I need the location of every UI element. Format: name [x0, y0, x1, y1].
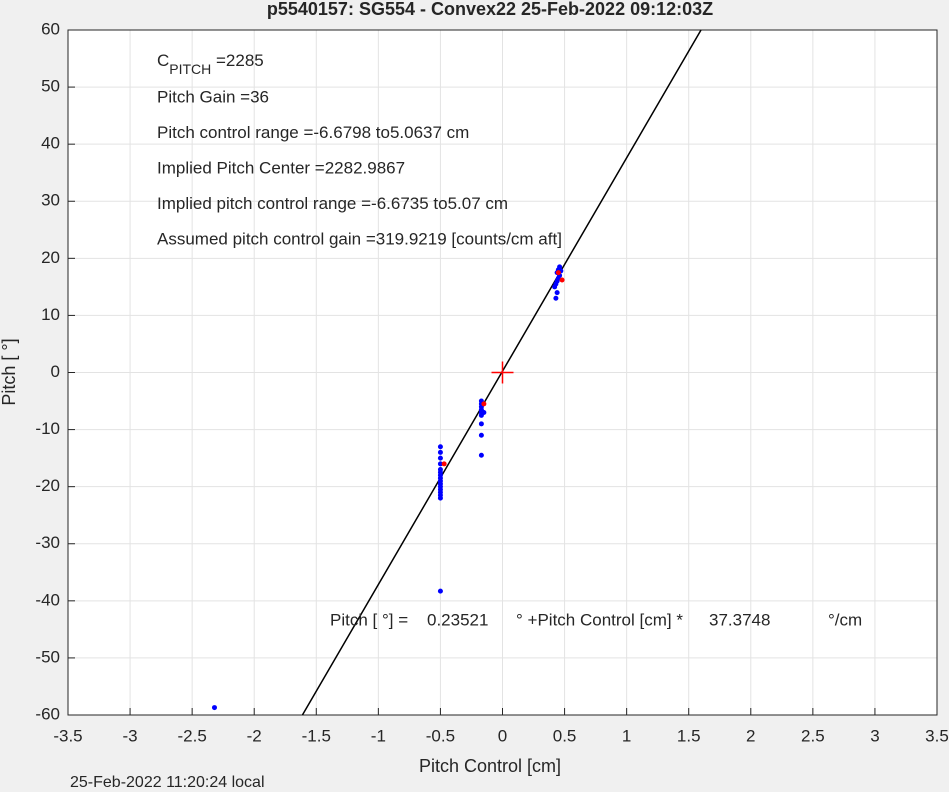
- annotation: Implied Pitch Center =2282.9867: [157, 158, 405, 177]
- x-tick-label: 3.5: [925, 726, 949, 745]
- point: [437, 449, 443, 455]
- y-tick-label: 20: [41, 248, 60, 267]
- point: [557, 264, 563, 270]
- point: [553, 295, 559, 301]
- x-tick-label: 3: [870, 726, 879, 745]
- x-tick-label: -3.5: [53, 726, 82, 745]
- y-tick-label: -10: [35, 419, 60, 438]
- y-axis-label: Pitch [ °]: [0, 338, 19, 405]
- x-tick-label: 2: [746, 726, 755, 745]
- y-tick-label: 40: [41, 134, 60, 153]
- annotation: Assumed pitch control gain =319.9219 [co…: [157, 229, 562, 248]
- c-pitch-base: C: [157, 51, 169, 70]
- point: [441, 461, 447, 467]
- x-tick-label: -1.5: [302, 726, 331, 745]
- y-tick-label: -30: [35, 533, 60, 552]
- c-pitch-sub: PITCH: [169, 61, 211, 77]
- chart-title: p5540157: SG554 - Convex22 25-Feb-2022 0…: [267, 0, 713, 19]
- point: [481, 409, 487, 415]
- x-axis-label: Pitch Control [cm]: [419, 756, 561, 776]
- x-tick-label: 0: [498, 726, 507, 745]
- equation-slope: 37.3748: [709, 610, 770, 629]
- x-tick-label: -3: [123, 726, 138, 745]
- y-tick-label: 10: [41, 305, 60, 324]
- c-pitch-rest: =2285: [211, 51, 263, 70]
- y-tick-label: 60: [41, 19, 60, 38]
- x-tick-label: 1.5: [677, 726, 701, 745]
- x-tick-label: -2.5: [177, 726, 206, 745]
- annotation: Pitch control range =-6.6798 to5.0637 cm: [157, 123, 469, 142]
- y-tick-label: 50: [41, 77, 60, 96]
- x-tick-label: -0.5: [426, 726, 455, 745]
- axes-box: [67, 29, 938, 716]
- point: [437, 455, 443, 461]
- x-tick-label: 2.5: [801, 726, 825, 745]
- y-tick-label: 0: [51, 362, 60, 381]
- point: [481, 401, 487, 407]
- x-tick-label: 1: [622, 726, 631, 745]
- footer: 25-Feb-2022 11:20:24 local: [70, 774, 265, 791]
- x-tick-label: -1: [371, 726, 386, 745]
- y-tick-label: -40: [35, 590, 60, 609]
- point: [437, 495, 443, 501]
- y-tick-label: -50: [35, 647, 60, 666]
- point: [437, 444, 443, 450]
- x-tick-label: -2: [247, 726, 262, 745]
- y-tick-label: -20: [35, 476, 60, 495]
- y-tick-label: 30: [41, 191, 60, 210]
- point: [554, 290, 560, 296]
- equation-part: Pitch [ °] =: [330, 610, 408, 629]
- center-marker: [491, 361, 514, 384]
- point: [211, 705, 217, 711]
- annotation: Pitch Gain =36: [157, 87, 269, 106]
- point: [478, 432, 484, 438]
- point: [555, 270, 561, 276]
- point: [437, 588, 443, 594]
- y-tick-label: -60: [35, 704, 60, 723]
- equation-part: ° +Pitch Control [cm] *: [516, 610, 683, 629]
- equation-intercept: 0.23521: [427, 610, 488, 629]
- point: [478, 452, 484, 458]
- point: [559, 277, 565, 283]
- x-tick-label: 0.5: [553, 726, 577, 745]
- point: [478, 421, 484, 427]
- point: [437, 461, 443, 467]
- c-pitch: CPITCH =2285: [157, 51, 264, 76]
- equation-part: °/cm: [828, 610, 862, 629]
- annotation: Implied pitch control range =-6.6735 to5…: [157, 194, 508, 213]
